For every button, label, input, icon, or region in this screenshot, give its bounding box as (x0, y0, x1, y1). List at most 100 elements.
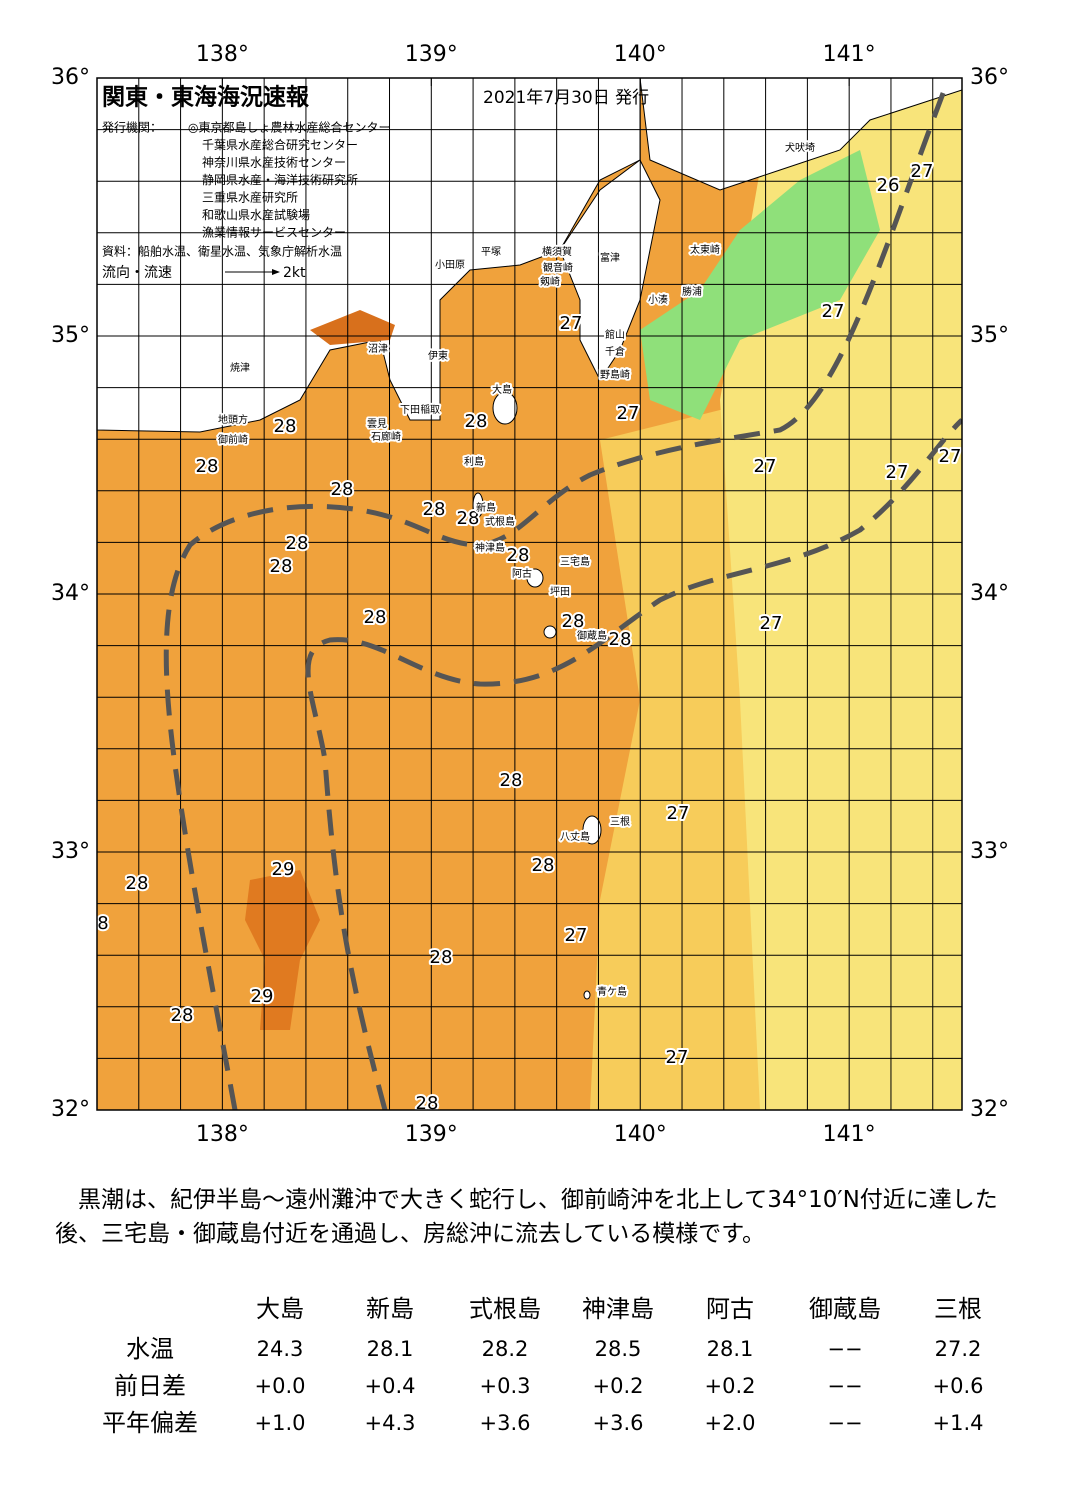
legend-arrowhead (272, 269, 280, 275)
place-name: 勝浦 (682, 285, 702, 298)
sea-cold (640, 150, 880, 420)
column-header: 神津島 (582, 1295, 654, 1323)
temperature-label: 28 (286, 533, 309, 554)
cell: −− (827, 1411, 862, 1435)
x-tick-label: 141° (823, 1122, 876, 1147)
y-tick-label: 36° (970, 65, 1009, 90)
cell: +0.2 (705, 1374, 756, 1398)
legend-label: 流向・流速 (102, 265, 172, 281)
temperature-label: 28 (532, 855, 555, 876)
row-label: 水温 (126, 1335, 174, 1363)
column-header: 新島 (366, 1295, 414, 1323)
kuroshio-path (163, 87, 962, 1110)
cell: +0.3 (480, 1374, 531, 1398)
temperature-label: 27 (565, 925, 588, 946)
place-name: 雲見 (367, 418, 387, 430)
cell: 28.1 (707, 1337, 754, 1361)
temperature-label: 28 (126, 873, 149, 894)
place-name: 小湊 (648, 293, 668, 306)
y-tick-label: 32° (51, 1097, 90, 1122)
x-tick-label: 139° (405, 42, 458, 67)
place-name: 御蔵島 (577, 629, 607, 642)
land (559, 159, 661, 381)
source: 資料：船舶水温、衛星水温、気象庁解析水温 (102, 244, 342, 259)
column-header: 式根島 (469, 1295, 541, 1323)
cell: −− (827, 1337, 862, 1361)
temperature-label: 28 (507, 545, 530, 566)
place-name: 小田原 (435, 259, 465, 271)
islands (472, 391, 602, 1000)
title: 関東・東海海況速報 (102, 84, 310, 111)
place-name: 下田 (400, 405, 420, 416)
place-name: 地頭方 (218, 413, 248, 426)
temperature-label: 8 (97, 913, 108, 934)
land (639, 78, 962, 191)
issuers: ◎東京都島しょ農林水産総合センター千葉県水産総合研究センター神奈川県水産技術セン… (188, 120, 390, 240)
column-header: 大島 (256, 1295, 304, 1323)
cell: +0.4 (365, 1374, 416, 1398)
place-name: 神津島 (475, 541, 505, 554)
issuer: ◎東京都島しょ農林水産総合センター (188, 120, 390, 135)
temperature-label: 27 (760, 613, 783, 634)
temperature-label: 28 (430, 947, 453, 968)
temperature-label: 27 (617, 403, 640, 424)
place-name: 石廊崎 (371, 430, 401, 443)
cell: 28.5 (595, 1337, 642, 1361)
cell: +3.6 (480, 1411, 531, 1435)
temperature-label: 28 (270, 556, 293, 577)
temperature-label: 28 (465, 411, 488, 432)
y-tick-label: 33° (970, 839, 1009, 864)
row-label: 前日差 (114, 1372, 186, 1400)
x-tick-label: 140° (614, 1122, 667, 1147)
cell: +1.0 (255, 1411, 306, 1435)
y-tick-label: 35° (51, 323, 90, 348)
legend-scale: 2kt (283, 265, 306, 281)
temperature-label: 28 (416, 1093, 439, 1114)
issuer: 千葉県水産総合研究センター (202, 137, 358, 152)
temperature-label: 28 (364, 607, 387, 628)
place-name: 新島 (476, 501, 496, 514)
place-name: 太東崎 (690, 243, 720, 256)
temperature-label: 27 (886, 462, 909, 483)
cell: +0.0 (255, 1374, 306, 1398)
x-tick-label: 139° (405, 1122, 458, 1147)
temperature-label: 29 (251, 986, 274, 1007)
temperature-label: 26 (877, 175, 900, 196)
place-name: 焼津 (230, 362, 250, 374)
cell: +0.6 (933, 1374, 984, 1398)
place-name: 青ケ島 (597, 985, 627, 998)
place-name: 観音崎 (543, 261, 573, 274)
y-tick-label: 35° (970, 323, 1009, 348)
column-header: 御蔵島 (809, 1295, 881, 1323)
issuer: 三重県水産研究所 (202, 190, 298, 205)
temperature-label: 28 (331, 479, 354, 500)
place-name: 千倉 (605, 345, 625, 358)
temperature-label: 27 (666, 1047, 689, 1068)
temperature-label: 28 (196, 456, 219, 477)
temperature-label: 27 (822, 301, 845, 322)
place-name: 館山 (605, 328, 625, 341)
temperature-label: 27 (754, 456, 777, 477)
temperature-label: 27 (911, 161, 934, 182)
temperature-label: 27 (560, 313, 583, 334)
issuer: 漁業情報サービスセンター (202, 226, 346, 240)
cell: +0.2 (593, 1374, 644, 1398)
column-header: 阿古 (706, 1295, 754, 1323)
place-name: 御前崎 (218, 433, 248, 446)
cell: +4.3 (365, 1411, 416, 1435)
cell: 28.1 (367, 1337, 414, 1361)
cell: 27.2 (935, 1337, 982, 1361)
place-name: 稲取 (420, 404, 440, 416)
place-name: 横須賀 (542, 245, 572, 258)
place-name: 伊東 (428, 349, 448, 362)
cell: +2.0 (705, 1411, 756, 1435)
axes: 138° 138° 139° 139° 140° 140° 141° 141° 32° 32° 33… (51, 42, 1009, 1147)
temperature-label: 27 (939, 446, 962, 467)
y-tick-label: 34° (51, 581, 90, 606)
